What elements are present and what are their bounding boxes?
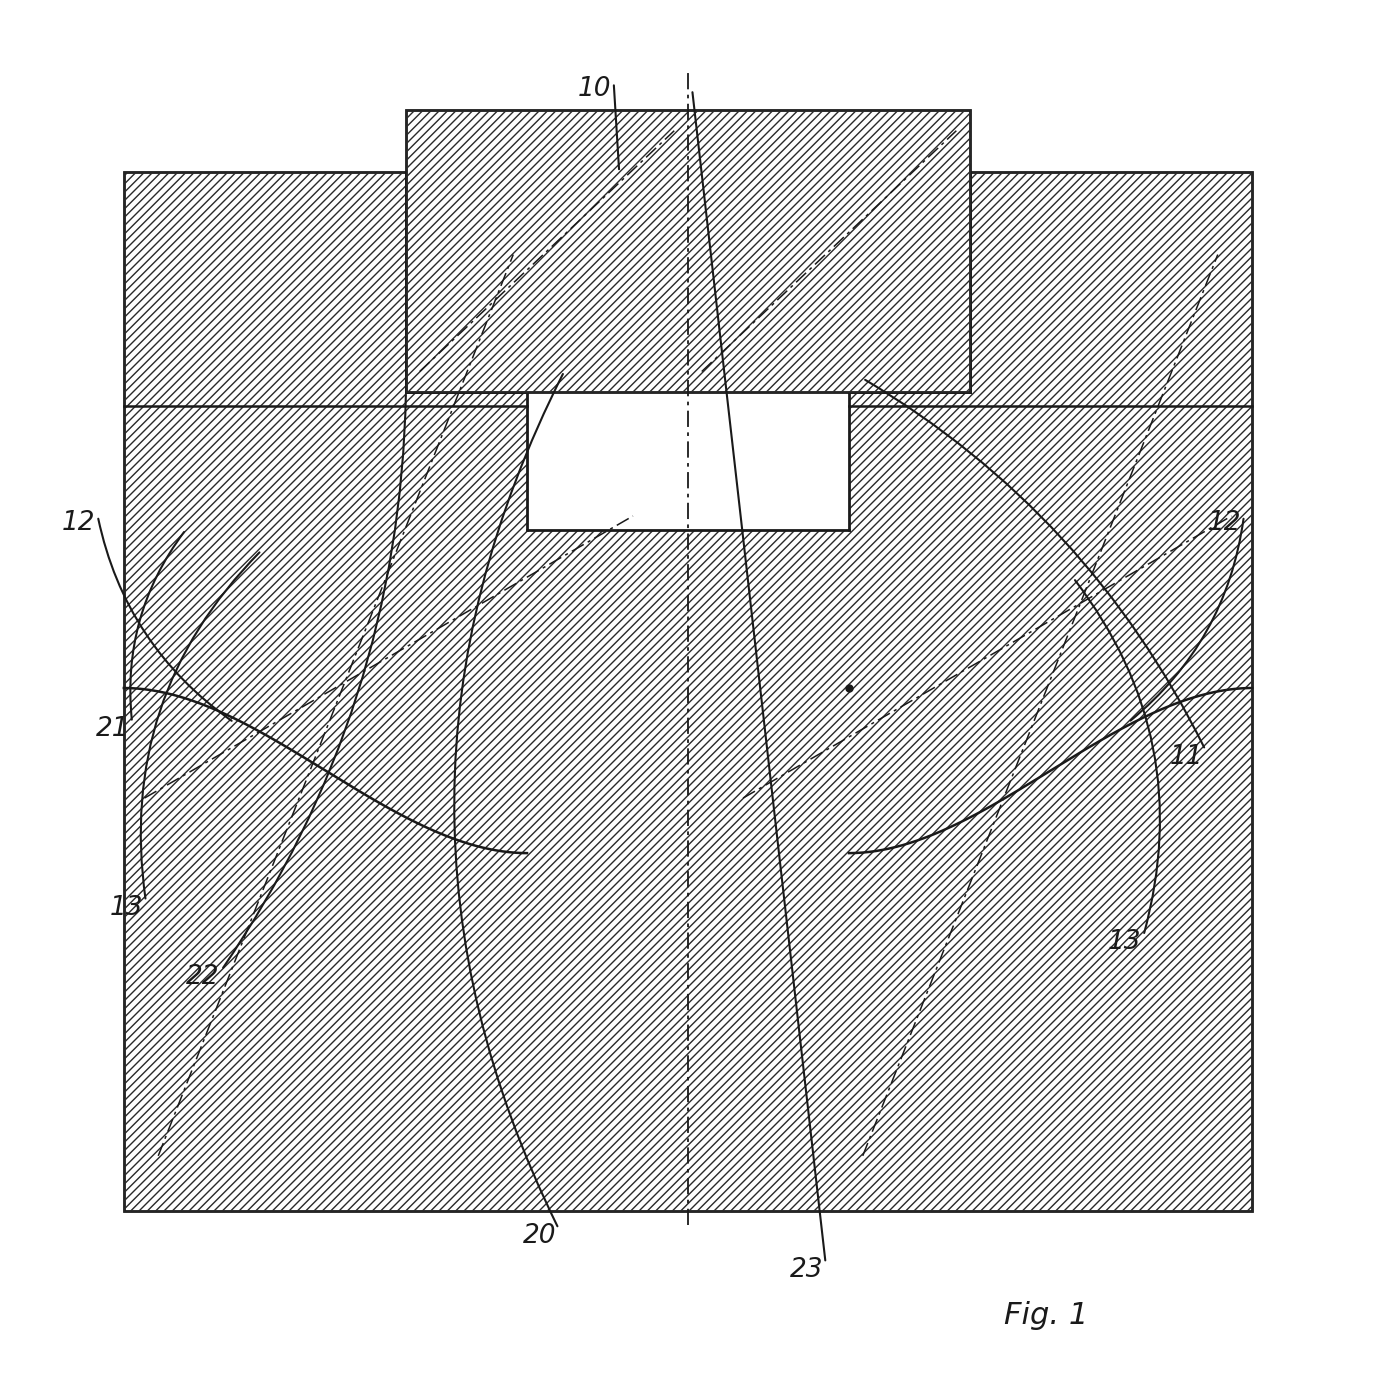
- Polygon shape: [406, 110, 970, 392]
- Text: 12: 12: [62, 509, 95, 535]
- Text: Fig. 1: Fig. 1: [1004, 1300, 1088, 1329]
- Text: 23: 23: [790, 1256, 823, 1282]
- Polygon shape: [527, 392, 849, 530]
- Text: 10: 10: [578, 76, 611, 102]
- Text: 11: 11: [1170, 743, 1203, 769]
- Text: 13: 13: [110, 894, 143, 921]
- Text: 12: 12: [1208, 509, 1241, 535]
- Polygon shape: [406, 172, 970, 392]
- Polygon shape: [124, 172, 1252, 1211]
- Text: 20: 20: [523, 1222, 556, 1248]
- Text: 22: 22: [186, 963, 219, 989]
- Text: 21: 21: [96, 716, 129, 742]
- Text: 13: 13: [1108, 929, 1141, 955]
